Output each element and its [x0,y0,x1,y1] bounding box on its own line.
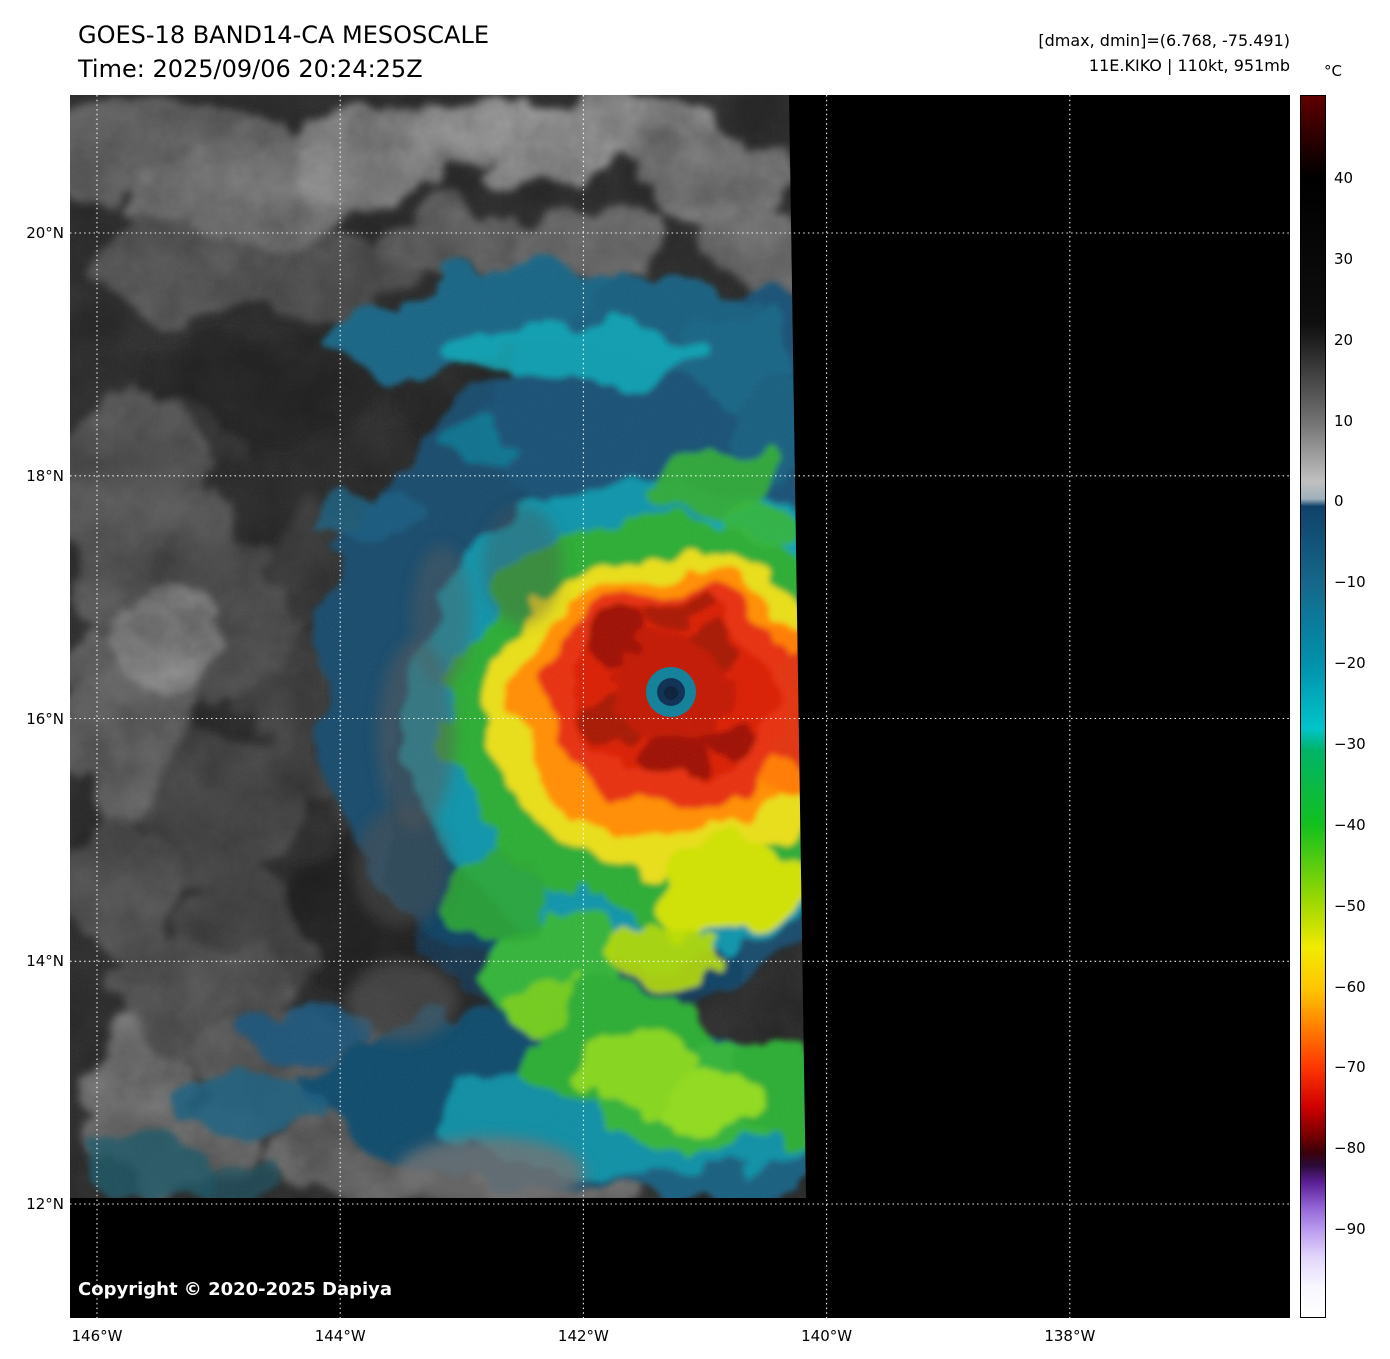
lat-tick-label: 14°N [26,952,64,971]
colorbar-tick-label: 0 [1334,492,1344,511]
colorbar-tick-label: 30 [1334,249,1354,268]
colorbar-unit-label: °C [1324,62,1342,80]
storm-info: 11E.KIKO | 110kt, 951mb [1088,56,1290,75]
grid-lines [70,95,1290,1318]
lon-tick-label: 140°W [801,1327,853,1345]
lon-tick-label: 144°W [314,1327,366,1345]
colorbar-tick-label: −20 [1334,654,1366,673]
colorbar-tick-label: −40 [1334,815,1366,834]
satellite-image [70,95,1290,1318]
timestamp: Time: 2025/09/06 20:24:25Z [78,55,423,83]
map-plot: Copyright © 2020-2025 Dapiya [70,95,1290,1318]
lat-tick-label: 18°N [26,466,64,485]
colorbar-tick-label: 40 [1334,169,1354,187]
colorbar-tick-label: 20 [1334,330,1354,349]
colorbar-tick-label: 10 [1334,411,1354,430]
lon-tick-label: 138°W [1044,1327,1096,1345]
colorbar [1300,95,1326,1318]
header-right: [dmax, dmin]=(6.768, -75.491) 11E.KIKO |… [1038,28,1290,78]
lat-tick-label: 20°N [26,224,64,242]
page-title: GOES-18 BAND14-CA MESOSCALE [78,21,489,49]
colorbar-tick-label: −50 [1334,896,1366,915]
colorbar-tick-label: −60 [1334,977,1366,996]
lat-tick-label: 16°N [26,709,64,728]
data-swath [70,95,806,1198]
colorbar-tick-label: −90 [1334,1220,1366,1239]
colorbar-tick-label: −30 [1334,734,1366,753]
copyright: Copyright © 2020-2025 Dapiya [78,1279,393,1300]
lon-tick-label: 146°W [71,1327,123,1345]
colorbar-tick-label: −70 [1334,1058,1366,1077]
dmax-dmin-readout: [dmax, dmin]=(6.768, -75.491) [1038,31,1290,50]
lat-tick-label: 12°N [26,1195,64,1213]
colorbar-tick-label: −10 [1334,573,1366,592]
colorbar-tick-label: −80 [1334,1139,1366,1158]
lon-tick-label: 142°W [557,1327,609,1345]
